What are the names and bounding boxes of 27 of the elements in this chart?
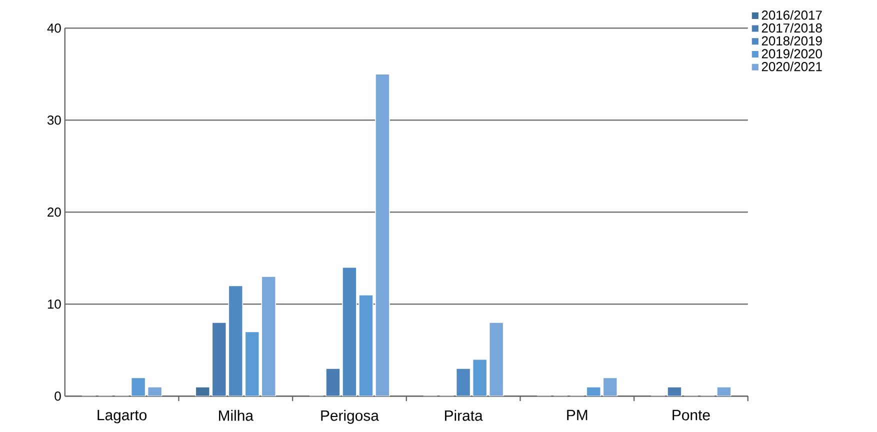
bar [342,266,357,396]
bar [488,322,504,396]
x-tick-label: Ponte [672,410,710,420]
x-tick-label: Perigosa [321,410,379,424]
bar [244,331,260,396]
bar [212,322,227,396]
legend-label: 2018/2019 [762,36,822,46]
bar [261,276,276,396]
legend-label: 2020/2021 [762,62,822,72]
bar [375,74,390,396]
legend-label: 2019/2020 [762,48,822,58]
y-tick-label: 40 [47,24,61,33]
y-tick-label: 0 [54,392,61,401]
bar [228,285,244,396]
y-tick-label: 30 [47,116,61,125]
x-tick-label: PM [567,410,588,420]
x-tick-label: Lagarto [98,410,147,424]
bar [456,368,471,396]
legend-label: 2016/2017 [762,10,822,20]
x-tick-label: Milha [219,410,254,421]
bar [472,358,488,396]
x-tick-label: Pirata [445,410,483,421]
bar [358,294,374,396]
legend-label: 2017/2018 [762,23,822,33]
y-tick-label: 10 [48,300,61,309]
y-tick-label: 20 [48,208,61,217]
bar [130,377,146,396]
